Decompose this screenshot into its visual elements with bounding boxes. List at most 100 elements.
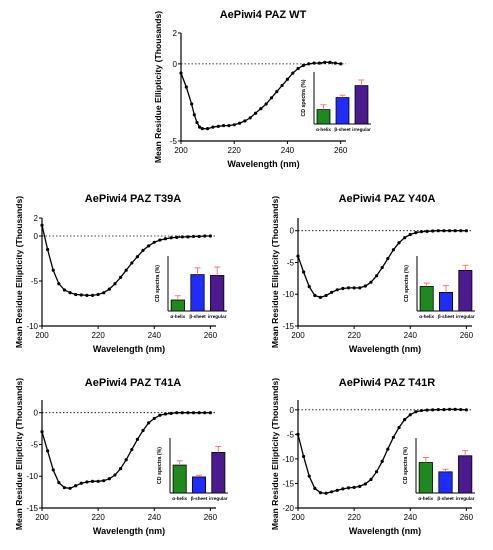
secondary-structure-inset: CD spectra (%)α-helix β-sheet irregular <box>157 438 228 501</box>
cd-data-point <box>169 236 173 240</box>
y-tick-label: 0 <box>34 409 39 418</box>
x-tick-label: 200 <box>291 513 305 522</box>
cd-data-point <box>141 248 145 252</box>
cd-data-point <box>113 473 117 477</box>
x-tick-label: 260 <box>334 146 348 155</box>
cd-data-point <box>203 411 207 415</box>
inset-category-label: irregular <box>208 314 227 319</box>
cd-data-point <box>74 292 78 297</box>
inset-category-label: α-helix <box>418 496 433 501</box>
inset-bar <box>439 291 453 312</box>
y-axis-label: Mean Residue Ellipticity (Thousands) <box>270 378 280 530</box>
chart-title: AePiwi4 PAZ Y40A <box>339 193 436 205</box>
cd-data-point <box>68 486 72 490</box>
cd-data-point <box>264 102 268 106</box>
cd-data-point <box>335 488 339 492</box>
cd-data-point <box>408 413 412 417</box>
cd-data-point <box>192 113 196 117</box>
cd-data-point <box>346 486 351 490</box>
cd-data-point <box>269 96 274 100</box>
cd-data-point <box>296 66 300 71</box>
x-tick-label: 220 <box>91 513 105 522</box>
inset-category-label: irregular <box>456 314 475 319</box>
cd-data-point <box>333 61 337 65</box>
cd-data-point <box>46 247 50 252</box>
inset-bar <box>418 462 433 494</box>
cd-data-point <box>175 235 179 239</box>
cd-data-point <box>208 234 212 238</box>
cd-data-point <box>259 107 263 111</box>
y-axis-label: Mean Residue Ellipticity (Thousands) <box>14 378 24 530</box>
cd-data-point <box>62 288 67 292</box>
cd-data-point <box>79 481 83 485</box>
cd-data-point <box>203 234 207 238</box>
x-tick-label: 200 <box>174 146 188 155</box>
cd-data-point <box>341 487 345 491</box>
cd-curve <box>297 230 467 299</box>
inset-category-label: β-sheet <box>334 127 351 132</box>
cd-data-point <box>195 120 199 125</box>
x-axis-label: Wavelength (nm) <box>93 526 165 536</box>
cd-data-point <box>391 435 396 439</box>
cd-data-point <box>324 491 328 495</box>
cd-data-point <box>346 286 351 290</box>
cd-data-point <box>414 231 418 235</box>
inset-category-label: irregular <box>456 496 475 501</box>
cd-data-point <box>216 124 220 128</box>
cd-data-point <box>158 413 162 417</box>
cd-data-point <box>180 411 184 415</box>
y-tick-label: -5 <box>287 430 295 439</box>
cd-data-point <box>369 477 373 482</box>
cd-data-point <box>40 223 44 227</box>
cd-data-point <box>169 411 173 415</box>
y-tick-label: 0 <box>290 227 295 236</box>
inset-category-label: α-helix <box>172 496 187 501</box>
cd-data-point <box>163 237 168 241</box>
inset-y-label: CD spectra (%) <box>403 447 409 484</box>
inset-y-label: CD spectra (%) <box>404 265 410 302</box>
cd-data-point <box>90 479 95 483</box>
chart-title: AePiwi4 PAZ WT <box>220 9 307 21</box>
x-tick-label: 200 <box>35 331 49 340</box>
y-tick-label: -5 <box>287 258 295 267</box>
cd-data-point <box>46 449 50 453</box>
cd-data-point <box>200 127 204 131</box>
cd-data-point <box>403 418 407 422</box>
cd-data-point <box>318 491 323 495</box>
cd-data-point <box>158 238 162 242</box>
cd-data-point <box>447 229 452 233</box>
x-tick-label: 220 <box>228 146 242 155</box>
cd-data-point <box>296 432 300 436</box>
cd-data-point <box>374 274 379 278</box>
cd-data-point <box>307 62 311 66</box>
cd-data-point <box>436 229 440 233</box>
x-tick-label: 260 <box>204 513 218 522</box>
cd-data-point <box>380 265 384 270</box>
inset-bar <box>458 269 473 312</box>
cd-data-point <box>307 285 311 289</box>
cd-data-point <box>186 411 190 415</box>
cd-data-point <box>419 408 424 413</box>
cd-data-point <box>285 77 290 81</box>
cd-data-point <box>459 407 463 412</box>
cd-data-point <box>191 411 196 415</box>
inset-category-label: irregular <box>209 496 228 501</box>
y-axis-label: Mean Residue Ellipticity (Thousands) <box>270 196 280 348</box>
secondary-structure-inset: CD spectra (%)α-helix β-sheet irregular <box>301 72 371 132</box>
x-tick-label: 240 <box>404 331 418 340</box>
inset-bar <box>354 85 369 125</box>
cd-data-point <box>191 234 196 239</box>
cd-data-point <box>352 485 356 489</box>
x-axis-label: Wavelength (nm) <box>349 526 421 536</box>
cd-data-point <box>453 407 457 411</box>
cd-data-point <box>425 408 429 412</box>
x-axis-label: Wavelength (nm) <box>93 344 165 354</box>
inset-category-label: β-sheet <box>438 314 455 319</box>
inset-y-label: CD spectra (%) <box>157 447 163 484</box>
cd-data-point <box>442 229 446 233</box>
x-tick-label: 220 <box>347 513 361 522</box>
cd-data-point <box>135 255 140 259</box>
x-tick-label: 220 <box>347 331 361 340</box>
cd-data-point <box>442 407 446 412</box>
